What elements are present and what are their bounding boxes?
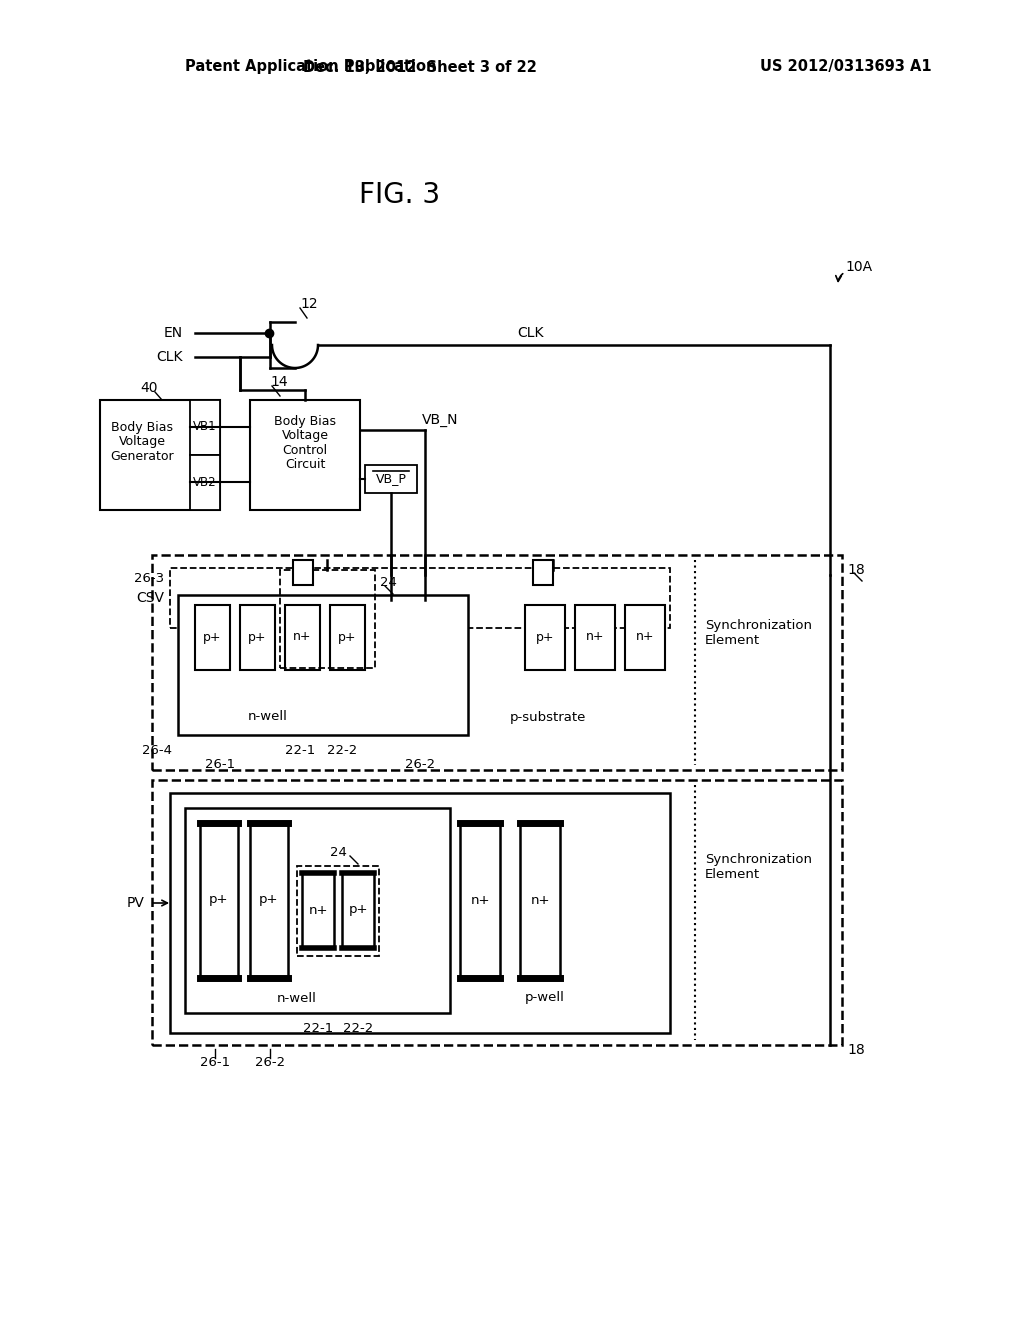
Bar (297, 866, 379, 956)
Text: 40: 40 (140, 381, 158, 395)
Bar (460, 822, 500, 978)
Text: p+: p+ (536, 631, 554, 644)
Text: Circuit: Circuit (285, 458, 326, 470)
Bar (302, 873, 334, 948)
Text: 18: 18 (847, 1043, 864, 1057)
Bar (534, 560, 553, 585)
Text: Dec. 13, 2012  Sheet 3 of 22: Dec. 13, 2012 Sheet 3 of 22 (303, 59, 537, 74)
Bar (330, 605, 365, 671)
Text: US 2012/0313693 A1: US 2012/0313693 A1 (760, 59, 932, 74)
Bar (280, 570, 375, 668)
Bar (293, 560, 313, 585)
Text: p-well: p-well (525, 991, 565, 1005)
Text: n+: n+ (470, 894, 489, 907)
Text: CLK: CLK (517, 326, 544, 341)
Text: n+: n+ (308, 903, 328, 916)
Bar (250, 822, 288, 978)
Text: 10A: 10A (845, 260, 872, 275)
Text: 26-1: 26-1 (205, 759, 236, 771)
Text: EN: EN (164, 326, 183, 341)
Text: VB_P: VB_P (376, 473, 407, 486)
Text: 18: 18 (847, 564, 864, 577)
Bar (250, 400, 360, 510)
Text: 26-4: 26-4 (142, 743, 172, 756)
Text: Patent Application Publication: Patent Application Publication (185, 59, 436, 74)
Bar (195, 605, 230, 671)
Text: n-well: n-well (278, 991, 317, 1005)
Text: p-substrate: p-substrate (510, 710, 586, 723)
Text: Voltage: Voltage (282, 429, 329, 442)
Bar (185, 808, 450, 1012)
Text: 22-2: 22-2 (343, 1023, 373, 1035)
Bar (190, 400, 220, 455)
Text: Control: Control (283, 444, 328, 457)
Bar (170, 568, 670, 628)
Bar (240, 605, 275, 671)
Text: Element: Element (705, 634, 760, 647)
Bar (178, 595, 468, 735)
Bar (190, 455, 220, 510)
Text: 14: 14 (270, 375, 288, 389)
Text: Synchronization: Synchronization (705, 854, 812, 866)
Text: 24: 24 (330, 846, 346, 858)
Bar (525, 605, 565, 671)
Bar (365, 465, 417, 492)
Text: p+: p+ (203, 631, 221, 644)
Text: p+: p+ (338, 631, 356, 644)
Text: 22-2: 22-2 (327, 743, 357, 756)
Bar (200, 822, 238, 978)
Text: Voltage: Voltage (119, 436, 166, 449)
Text: Body Bias: Body Bias (274, 416, 336, 429)
Text: VB1: VB1 (194, 421, 217, 433)
Text: p+: p+ (259, 894, 279, 907)
Text: 22-1: 22-1 (303, 1023, 333, 1035)
Text: 26-1: 26-1 (200, 1056, 230, 1069)
Text: FIG. 3: FIG. 3 (359, 181, 440, 209)
Text: Synchronization: Synchronization (705, 619, 812, 631)
Bar (152, 780, 842, 1045)
Text: VB2: VB2 (194, 475, 217, 488)
Bar (520, 822, 560, 978)
Text: n+: n+ (586, 631, 604, 644)
Text: p+: p+ (348, 903, 368, 916)
Text: n+: n+ (530, 894, 550, 907)
Text: Element: Element (705, 869, 760, 882)
Text: p+: p+ (248, 631, 266, 644)
Bar (285, 605, 319, 671)
Text: p+: p+ (209, 894, 228, 907)
Text: 22-1: 22-1 (285, 743, 315, 756)
Text: n-well: n-well (248, 710, 288, 723)
Text: 26-2: 26-2 (255, 1056, 285, 1069)
Bar (575, 605, 615, 671)
Text: 12: 12 (300, 297, 317, 312)
Text: 26-3: 26-3 (134, 572, 164, 585)
Bar (152, 554, 842, 770)
Text: n+: n+ (636, 631, 654, 644)
Text: 26-2: 26-2 (404, 759, 435, 771)
Text: Body Bias: Body Bias (111, 421, 173, 434)
Bar (342, 873, 374, 948)
Text: VB_N: VB_N (422, 413, 459, 426)
Bar (170, 793, 670, 1034)
Text: n+: n+ (293, 631, 311, 644)
Text: CSV: CSV (136, 591, 164, 605)
Text: PV: PV (126, 896, 144, 909)
Text: CLK: CLK (157, 350, 183, 364)
Text: Generator: Generator (111, 450, 174, 462)
Text: 24: 24 (380, 576, 397, 589)
Bar (625, 605, 665, 671)
Bar (100, 400, 220, 510)
